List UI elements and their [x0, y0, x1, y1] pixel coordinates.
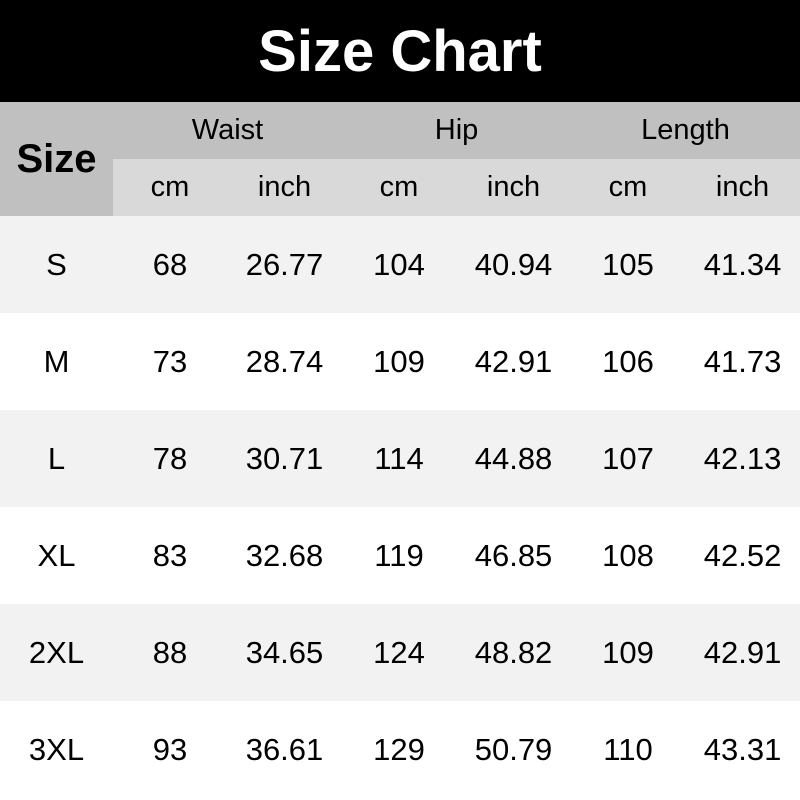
header-length: Length: [571, 102, 800, 159]
value-cell: 109: [571, 604, 686, 701]
value-cell: 44.88: [456, 410, 572, 507]
value-cell: 36.61: [227, 701, 342, 798]
value-cell: 42.52: [685, 507, 800, 604]
value-cell: 119: [342, 507, 456, 604]
value-cell: 114: [342, 410, 456, 507]
value-cell: 41.73: [685, 313, 800, 410]
header-hip: Hip: [342, 102, 572, 159]
value-cell: 48.82: [456, 604, 572, 701]
unit-header: inch: [456, 159, 572, 216]
value-cell: 106: [571, 313, 686, 410]
table-row: L 78 30.71 114 44.88 107 42.13: [0, 410, 800, 507]
header-group-row: Size Waist Hip Length: [0, 102, 800, 216]
value-cell: 43.31: [685, 701, 800, 798]
value-cell: 26.77: [227, 216, 342, 313]
value-cell: 42.91: [456, 313, 572, 410]
size-cell: 3XL: [0, 701, 113, 798]
size-cell: L: [0, 410, 113, 507]
value-cell: 68: [113, 216, 227, 313]
value-cell: 129: [342, 701, 456, 798]
unit-header: cm: [571, 159, 686, 216]
table-row: XL 83 32.68 119 46.85 108 42.52: [0, 507, 800, 604]
table-row: M 73 28.74 109 42.91 106 41.73: [0, 313, 800, 410]
value-cell: 93: [113, 701, 227, 798]
table-row: S 68 26.77 104 40.94 105 41.34: [0, 216, 800, 313]
value-cell: 46.85: [456, 507, 572, 604]
value-cell: 41.34: [685, 216, 800, 313]
value-cell: 42.13: [685, 410, 800, 507]
value-cell: 40.94: [456, 216, 572, 313]
unit-header: cm: [113, 159, 227, 216]
size-cell: 2XL: [0, 604, 113, 701]
value-cell: 110: [571, 701, 686, 798]
value-cell: 105: [571, 216, 686, 313]
chart-title: Size Chart: [0, 0, 800, 102]
value-cell: 108: [571, 507, 686, 604]
table-row: 2XL 88 34.65 124 48.82 109 42.91: [0, 604, 800, 701]
unit-header: inch: [227, 159, 342, 216]
value-cell: 28.74: [227, 313, 342, 410]
table-row: 3XL 93 36.61 129 50.79 110 43.31: [0, 701, 800, 798]
value-cell: 107: [571, 410, 686, 507]
value-cell: 124: [342, 604, 456, 701]
value-cell: 42.91: [685, 604, 800, 701]
header-waist: Waist: [113, 102, 342, 159]
value-cell: 104: [342, 216, 456, 313]
value-cell: 83: [113, 507, 227, 604]
value-cell: 88: [113, 604, 227, 701]
value-cell: 34.65: [227, 604, 342, 701]
size-cell: XL: [0, 507, 113, 604]
value-cell: 32.68: [227, 507, 342, 604]
value-cell: 109: [342, 313, 456, 410]
size-cell: S: [0, 216, 113, 313]
size-header: Size: [0, 102, 113, 216]
size-table: Size Waist Hip Length cm inch cm inch cm…: [0, 102, 800, 798]
value-cell: 73: [113, 313, 227, 410]
header-unit-row: cm inch cm inch cm inch: [0, 159, 800, 216]
unit-header: cm: [342, 159, 456, 216]
value-cell: 78: [113, 410, 227, 507]
value-cell: 50.79: [456, 701, 572, 798]
size-cell: M: [0, 313, 113, 410]
unit-header: inch: [685, 159, 800, 216]
value-cell: 30.71: [227, 410, 342, 507]
